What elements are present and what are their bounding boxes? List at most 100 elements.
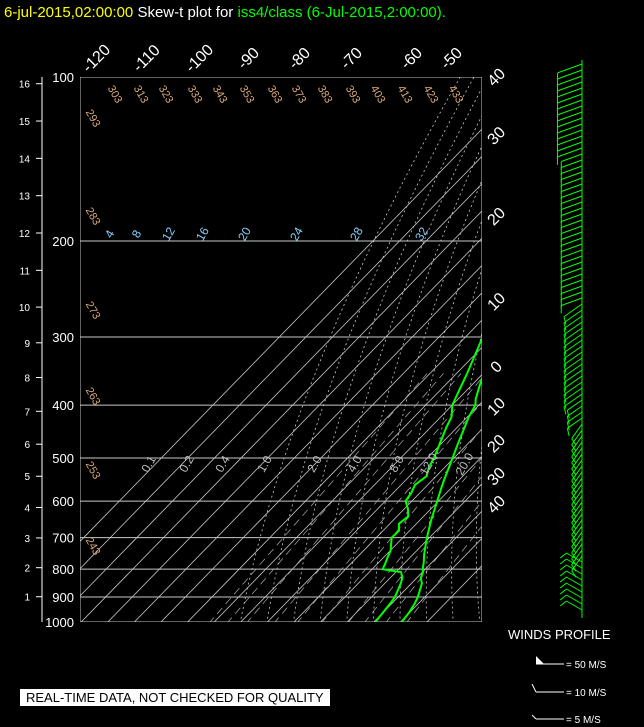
wind-barb: [563, 339, 583, 354]
dry-adiabat-line: [451, 331, 482, 622]
wind-barb: [557, 135, 583, 146]
wind-barb-feather: [563, 406, 567, 415]
wind-barb-feather: [563, 334, 567, 343]
pressure-tick-label: 1000: [45, 615, 74, 630]
wind-barb: [563, 387, 583, 402]
wind-barb: [561, 261, 583, 270]
wind-barb: [557, 117, 583, 128]
wind-barb: [561, 213, 583, 222]
wind-barb-feather: [563, 370, 567, 379]
pressure-tick-label: 500: [52, 451, 74, 466]
wind-legend-label: = 50 M/S: [566, 660, 607, 671]
wind-barb: [557, 87, 583, 98]
wind-barb: [571, 495, 583, 511]
wind-barb: [566, 594, 583, 605]
wind-barb: [567, 417, 583, 429]
wind-barb: [557, 105, 583, 116]
wind-barb: [561, 165, 583, 174]
wind-barb: [561, 159, 583, 168]
mixing-ratio-line: [385, 500, 482, 622]
wind-legend-feather: [531, 714, 537, 720]
height-tick-label: 11: [20, 266, 31, 277]
wind-barb-feather: [559, 600, 567, 607]
wind-barb: [561, 153, 583, 162]
wind-barb: [571, 465, 583, 481]
height-tick-label: 10: [19, 303, 31, 314]
dry-adiabat-label: 323: [156, 84, 176, 106]
wind-barb: [563, 393, 583, 408]
wind-barb: [561, 255, 583, 264]
mixing-ratio-line: [246, 373, 462, 622]
wind-barb: [561, 189, 583, 198]
wind-barb: [563, 369, 583, 384]
mixing-ratio-label: 12.0: [417, 450, 441, 478]
wind-barb-feather: [563, 388, 567, 397]
height-tick-label: 13: [19, 192, 31, 203]
wind-barb: [571, 429, 583, 445]
wind-barb-feather: [563, 364, 567, 373]
dry-adiabat-line: [589, 52, 644, 633]
isotherm-line: [187, 319, 482, 622]
height-tick-label: 7: [24, 407, 30, 418]
isotherm-label: 10: [485, 290, 510, 315]
mixing-ratio-label: 4: [102, 227, 118, 240]
isotherm-line: [80, 210, 482, 622]
wind-barb: [571, 489, 583, 505]
isotherm-line: [320, 455, 482, 622]
wind-barb: [561, 177, 583, 186]
wind-barb: [561, 297, 583, 306]
dry-adiabat-label: 433: [446, 84, 466, 106]
wind-barb-feather: [563, 346, 567, 355]
dry-adiabat-label: 343: [210, 84, 230, 106]
isotherm-line: [160, 292, 482, 622]
header-station: iss4/class (6-Jul-2015,2:00:00): [237, 4, 442, 21]
wind-barb: [571, 543, 583, 559]
height-tick-label: 6: [24, 440, 30, 451]
isotherm-label: 30: [485, 124, 510, 149]
isotherm-line: [213, 346, 482, 622]
isotherm-line: [373, 510, 482, 622]
isotherm-label: -100: [182, 41, 217, 76]
mixing-ratio-label: 32: [412, 224, 431, 243]
mixing-ratio-line: [406, 525, 482, 622]
dry-adiabat-line: [546, 52, 635, 633]
wind-barb: [561, 237, 583, 246]
wind-barb: [566, 570, 583, 581]
wind-barb: [566, 564, 583, 575]
mixing-ratio-label: 12: [159, 224, 178, 243]
isotherm-label: 30: [485, 465, 510, 490]
wind-barb: [571, 441, 583, 457]
height-tick-label: 9: [24, 339, 30, 350]
dry-adiabat-label: 403: [368, 84, 388, 106]
pressure-tick-label: 900: [52, 590, 74, 605]
isotherm-label: 20: [485, 432, 510, 457]
wind-barb: [571, 435, 583, 451]
dry-adiabat-line: [319, 114, 482, 622]
height-tick-label: 2: [24, 564, 30, 575]
isotherm-label: -90: [235, 45, 263, 73]
height-tick-label: 1: [24, 593, 30, 604]
dry-adiabat-line: [500, 52, 608, 633]
isotherm-label: 10: [485, 395, 510, 420]
wind-barb: [563, 345, 583, 360]
height-tick-label: 4: [24, 503, 30, 514]
wind-barb: [561, 231, 583, 240]
wind-barb: [561, 291, 583, 300]
height-tick-label: 14: [19, 154, 31, 165]
mixing-ratio-line: [227, 373, 444, 622]
wind-barb: [563, 381, 583, 396]
wind-barb: [557, 99, 583, 110]
dry-adiabat-label: 393: [343, 84, 363, 106]
header-date: 6-jul-2015,02:00:00: [4, 4, 134, 21]
isotherm-line: [266, 401, 482, 622]
dry-adiabat-line: [266, 77, 475, 622]
dry-adiabat-label: 333: [185, 84, 205, 106]
wind-barb: [563, 309, 583, 324]
wind-barb: [557, 69, 583, 80]
wind-barb-feather: [559, 582, 567, 589]
isotherm-line: [133, 264, 482, 622]
wind-barb-feather: [559, 558, 567, 565]
wind-barb: [557, 75, 583, 86]
isotherm-label: -120: [79, 41, 114, 76]
wind-barb: [561, 183, 583, 192]
